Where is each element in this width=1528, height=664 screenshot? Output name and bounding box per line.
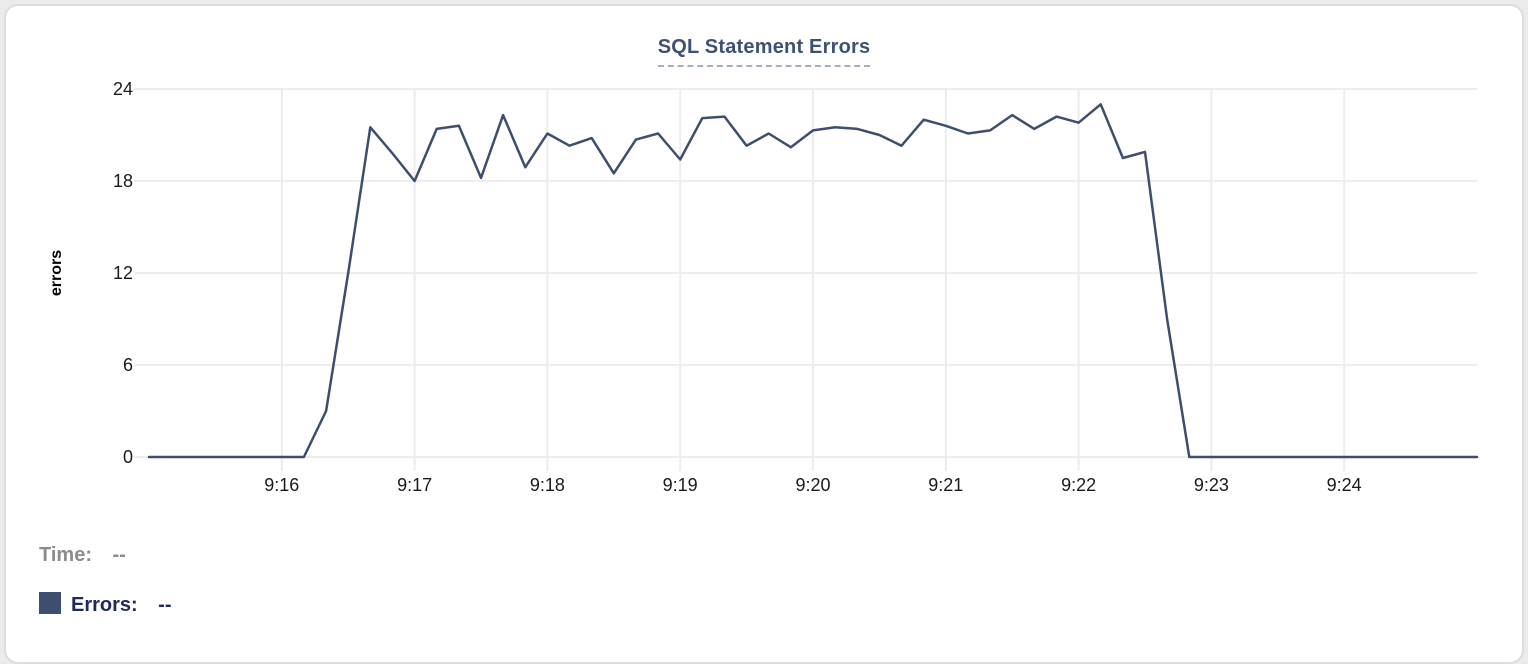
x-tick-label: 9:22 bbox=[1061, 475, 1097, 495]
x-tick-label: 9:19 bbox=[662, 475, 698, 495]
tooltip-errors-label: Errors: bbox=[71, 594, 138, 616]
x-tick-label: 9:24 bbox=[1326, 475, 1362, 495]
x-tick-label: 9:23 bbox=[1193, 475, 1229, 495]
tooltip-time-label: Time: bbox=[39, 544, 92, 566]
y-tick-label: 18 bbox=[112, 171, 133, 191]
x-tick-label: 9:17 bbox=[397, 475, 433, 495]
y-tick-label: 24 bbox=[112, 79, 133, 99]
chart-card: SQL Statement Errors 0 6 12 18 24 9:16 9:17 9:1… bbox=[4, 4, 1524, 664]
chart-legend: Time: -- Errors: -- bbox=[39, 542, 171, 618]
x-tick-label: 9:21 bbox=[928, 475, 964, 495]
x-tick-label: 9:16 bbox=[264, 475, 300, 495]
tooltip-errors-value: -- bbox=[158, 594, 172, 616]
chart-title[interactable]: SQL Statement Errors bbox=[657, 36, 871, 67]
legend-time-row: Time: -- bbox=[39, 542, 171, 568]
legend-errors-row: Errors: -- bbox=[39, 592, 171, 618]
y-tick-label: 0 bbox=[122, 447, 133, 467]
errors-series-line bbox=[147, 103, 1479, 459]
x-tick-label: 9:18 bbox=[529, 475, 565, 495]
y-tick-label: 6 bbox=[122, 355, 133, 375]
chart-plot-area[interactable]: 0 6 12 18 24 9:16 9:17 9:18 9:19 9:20 9:21 9:22 9:23… bbox=[6, 6, 1528, 516]
y-axis-title: errors bbox=[48, 249, 65, 297]
y-tick-label: 12 bbox=[112, 263, 133, 283]
chart-header: SQL Statement Errors bbox=[6, 36, 1522, 67]
tooltip-time-value: -- bbox=[112, 544, 126, 566]
errors-series-swatch bbox=[39, 592, 61, 614]
line-chart-svg[interactable] bbox=[6, 6, 1528, 516]
x-tick-label: 9:20 bbox=[795, 475, 831, 495]
